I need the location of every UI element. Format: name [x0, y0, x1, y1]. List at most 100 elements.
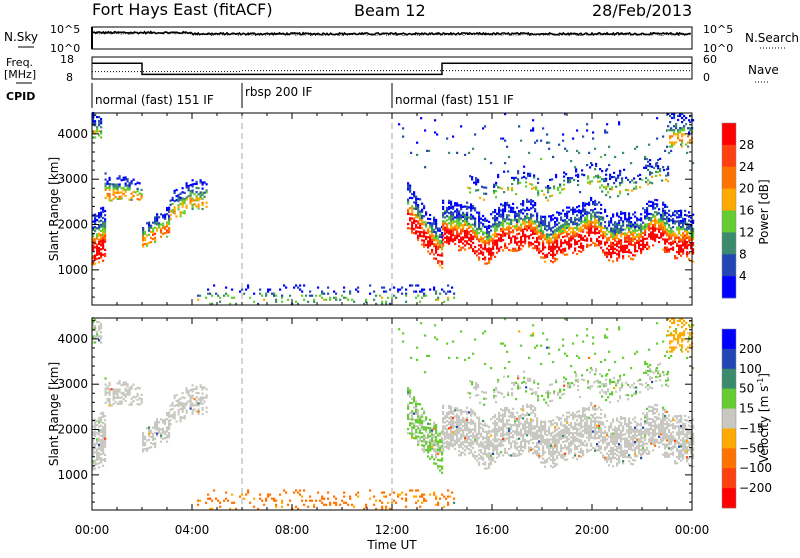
power-echo-cell — [664, 238, 666, 240]
power-echo-cell — [636, 240, 638, 242]
power-echo-cell — [283, 284, 285, 286]
power-echo-cell — [559, 192, 561, 194]
power-echo-cell — [580, 243, 582, 245]
power-echo-cell — [651, 166, 653, 168]
velocity-echo-cell — [104, 444, 106, 446]
power-echo-cell — [584, 235, 586, 237]
power-echo-cell — [508, 210, 510, 212]
velocity-echo-cell — [496, 446, 498, 448]
power-echo-cell — [612, 250, 614, 252]
velocity-echo-cell — [568, 442, 570, 444]
power-echo-cell — [98, 214, 100, 216]
power-echo-cell — [100, 252, 102, 254]
power-echo-cell — [544, 261, 546, 263]
power-echo-cell — [217, 295, 219, 297]
power-echo-cell — [98, 251, 100, 253]
power-echo-cell — [528, 221, 530, 223]
power-echo-cell — [152, 228, 154, 230]
velocity-echo-cell — [119, 382, 121, 384]
velocity-echo-cell — [552, 448, 554, 450]
power-echo-cell — [502, 229, 504, 231]
velocity-echo-cell — [572, 418, 574, 420]
velocity-echo-cell — [478, 421, 480, 423]
velocity-echo-cell — [568, 452, 570, 454]
velocity-echo-cell — [528, 442, 530, 444]
power-echo-cell — [532, 231, 534, 233]
power-echo-cell — [522, 245, 524, 247]
power-echo-cell — [660, 236, 662, 238]
power-echo-cell — [526, 227, 528, 229]
power-echo-cell — [506, 247, 508, 249]
velocity-echo-cell — [164, 437, 166, 439]
power-echo-cell — [654, 221, 656, 223]
velocity-echo-cell — [526, 414, 528, 416]
velocity-echo-cell — [568, 412, 570, 414]
power-echo-cell — [618, 232, 620, 234]
power-echo-cell — [494, 229, 496, 231]
velocity-echo-cell — [111, 388, 113, 390]
velocity-echo-cell — [542, 441, 544, 443]
velocity-echo-cell — [554, 440, 556, 442]
velocity-echo-cell — [570, 440, 572, 442]
power-echo-cell — [333, 291, 335, 293]
power-echo-cell — [563, 184, 565, 186]
velocity-echo-cell — [488, 430, 490, 432]
velocity-echo-cell — [498, 455, 500, 457]
power-echo-cell — [609, 188, 611, 190]
power-echo-cell — [647, 183, 649, 185]
power-echo-cell — [429, 253, 431, 255]
power-echo-cell — [437, 227, 439, 229]
power-echo-cell — [421, 217, 423, 219]
power-echo-cell — [684, 247, 686, 249]
power-echo-cell — [506, 216, 508, 218]
power-echo-cell — [587, 182, 589, 184]
power-echo-cell — [524, 236, 526, 238]
power-echo-cell — [289, 295, 291, 297]
velocity-echo-cell — [446, 416, 448, 418]
power-echo-cell — [166, 213, 168, 215]
power-echo-cell — [452, 216, 454, 218]
power-echo-cell — [158, 226, 160, 228]
power-echo-cell — [139, 199, 141, 201]
power-echo-cell — [611, 186, 613, 188]
power-echo-cell — [672, 222, 674, 224]
power-echo-cell — [570, 209, 572, 211]
power-echo-cell — [558, 228, 560, 230]
velocity-echo-cell — [105, 402, 107, 404]
velocity-echo-cell — [478, 429, 480, 431]
velocity-echo-cell — [564, 436, 566, 438]
power-echo-cell — [685, 123, 687, 125]
power-echo-cell — [468, 152, 470, 154]
power-echo-cell — [411, 228, 413, 230]
velocity-echo-cell — [480, 423, 482, 425]
power-echo-cell — [154, 239, 156, 241]
velocity-echo-cell — [474, 424, 476, 426]
power-echo-cell — [578, 246, 580, 248]
power-echo-cell — [560, 227, 562, 229]
power-echo-cell — [522, 229, 524, 231]
power-echo-cell — [351, 299, 353, 301]
velocity-echo-cell — [442, 448, 444, 450]
velocity-echo-cell — [152, 439, 154, 441]
power-echo-cell — [474, 252, 476, 254]
power-echo-cell — [687, 146, 689, 148]
power-echo-cell — [660, 216, 662, 218]
power-echo-cell — [460, 241, 462, 243]
velocity-echo-cell — [448, 448, 450, 450]
velocity-echo-cell — [98, 417, 100, 419]
power-echo-cell — [415, 216, 417, 218]
power-echo-cell — [592, 138, 594, 140]
velocity-echo-cell — [385, 506, 387, 508]
power-echo-cell — [550, 250, 552, 252]
velocity-echo-cell — [482, 457, 484, 459]
power-echo-cell — [531, 188, 533, 190]
power-echo-cell — [642, 246, 644, 248]
velocity-echo-cell — [488, 456, 490, 458]
velocity-echo-cell — [570, 444, 572, 446]
power-echo-cell — [553, 187, 555, 189]
power-echo-cell — [524, 226, 526, 228]
power-echo-cell — [672, 212, 674, 214]
power-echo-cell — [574, 233, 576, 235]
velocity-echo-cell — [510, 454, 512, 456]
power-echo-cell — [202, 204, 204, 206]
